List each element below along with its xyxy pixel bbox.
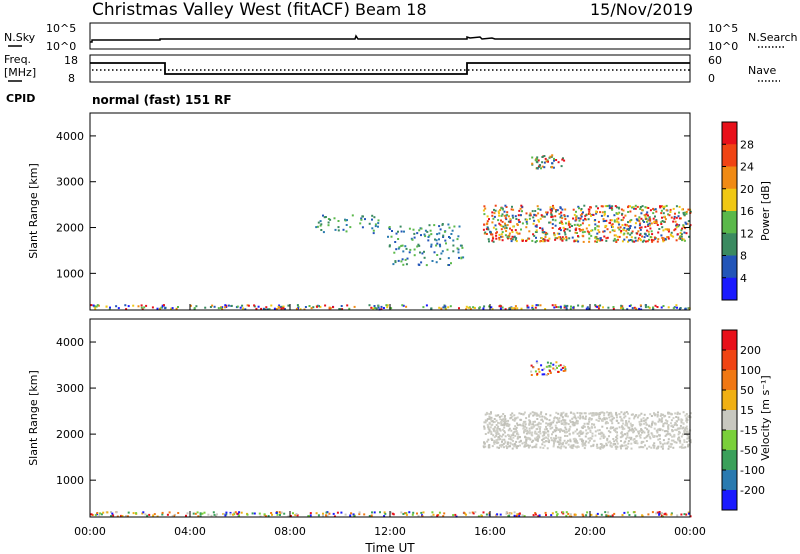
xtick-label: 12:00 [374,525,406,538]
freq-panel: Freq. [MHz] 18 8 60 0 Nave [4,53,780,85]
x-axis-label: Time UT [364,541,415,554]
freq-left-label-1: Freq. [4,53,31,66]
colorbar-tick-label: 4 [740,272,747,285]
colorbar-tick-label: -15 [740,424,758,437]
cpid-label: CPID [6,92,35,105]
xtick-label: 16:00 [474,525,506,538]
xtick-label: 08:00 [274,525,306,538]
power-colorbar: 4 8 12 16 20 24 28 [721,121,754,301]
colorbar-segment [722,144,737,167]
freq-right-tick-top: 60 [708,54,722,67]
colorbar-tick-label: 50 [740,384,754,397]
colorbar-tick-label: 12 [740,227,754,240]
sky-right-label: N.Search [748,31,798,44]
colorbar-tick-label: 100 [740,364,761,377]
colorbar-segment [722,450,737,471]
power-colorbar-label: Power [dB] [759,181,772,241]
colorbar-tick-label: 16 [740,205,754,218]
power-echo-layer [90,154,692,311]
velocity-ylabel: Slant Range [km] [27,370,40,466]
ytick-label: 3000 [56,176,84,189]
power-xticks [89,304,691,310]
xtick-label: 00:00 [674,525,706,538]
freq-left-tick-bottom: 8 [68,72,75,85]
sky-right-tick-bottom: 10^0 [708,40,738,53]
beam-label: Beam 18 [355,0,427,19]
freq-right-tick-bottom: 0 [708,72,715,85]
sky-panel: N.Sky 10^5 10^0 10^5 10^0 N.Search [4,22,798,53]
colorbar-tick-label: 24 [740,161,754,174]
colorbar-segment [722,122,737,145]
ytick-label: 3000 [56,382,84,395]
colorbar-segment [722,211,737,234]
ytick-label: 2000 [56,222,84,235]
power-ylabel: Slant Range [km] [27,163,40,259]
colorbar-tick-label: 20 [740,183,754,196]
echo-region [387,223,465,267]
echo-region [530,360,567,377]
colorbar-tick-label: -100 [740,464,765,477]
echo-region [482,204,692,244]
xtick-label: 04:00 [174,525,206,538]
colorbar-tick-label: 28 [740,138,754,151]
colorbar-frame [721,329,738,511]
date-label: 15/Nov/2019 [590,0,693,19]
colorbar-segment [722,350,737,371]
freq-left-tick-top: 18 [64,54,78,67]
sky-panel-frame [89,22,691,50]
freq-right-label: Nave [748,64,776,77]
freq-panel-frame [89,54,691,83]
ytick-label: 1000 [56,474,84,487]
colorbar-segment [722,233,737,256]
echo-region [90,304,691,311]
xtick-label: 00:00 [74,525,106,538]
colorbar-segment [722,330,737,351]
colorbar-segment [722,188,737,212]
colorbar-segment [722,370,737,391]
sky-left-tick-bottom: 10^0 [46,40,76,53]
colorbar-segment [722,166,737,190]
ytick-label: 2000 [56,428,84,441]
colorbar-segment [722,490,737,511]
colorbar-segment [722,255,737,279]
cpid-value: normal (fast) 151 RF [92,93,232,107]
colorbar-segment [722,470,737,491]
sky-left-tick-top: 10^5 [46,22,76,35]
colorbar-tick-label: 8 [740,250,747,263]
colorbar-tick-label: 200 [740,344,761,357]
ytick-label: 1000 [56,267,84,280]
echo-region [482,411,692,450]
sky-left-label: N.Sky [4,31,36,44]
colorbar-tick-label: -50 [740,444,758,457]
power-panel: Slant Range [km] 1000 2000 3000 4000 4 8 12 16… [27,112,772,311]
velocity-colorbar: 200 100 50 15 -15 -50 -100 -200 [721,329,765,511]
ytick-label: 4000 [56,336,84,349]
power-yticks: 1000 2000 3000 4000 [56,130,690,280]
colorbar-segment [722,430,737,451]
colorbar-tick-label: -200 [740,484,765,497]
xtick-label: 20:00 [574,525,606,538]
freq-left-label-2: [MHz] [4,66,36,79]
velocity-yticks: 1000 2000 3000 4000 [56,336,690,487]
velocity-colorbar-label: Velocity [m s⁻¹] [759,375,772,460]
colorbar-segment [722,390,737,411]
colorbar-segment [722,410,737,431]
figure-title: Christmas Valley West (fitACF) [92,0,350,20]
ytick-label: 4000 [56,130,84,143]
colorbar-segment [722,277,737,301]
velocity-echo-layer [90,360,692,518]
sky-noise-series [90,34,690,43]
sky-right-tick-top: 10^5 [708,22,738,35]
echo-region [531,154,566,170]
frequency-series [90,62,690,75]
velocity-xticks: 00:00 04:00 08:00 12:00 16:00 20:00 00:00 [74,511,706,538]
echo-region [315,214,380,235]
colorbar-tick-label: 15 [740,404,754,417]
